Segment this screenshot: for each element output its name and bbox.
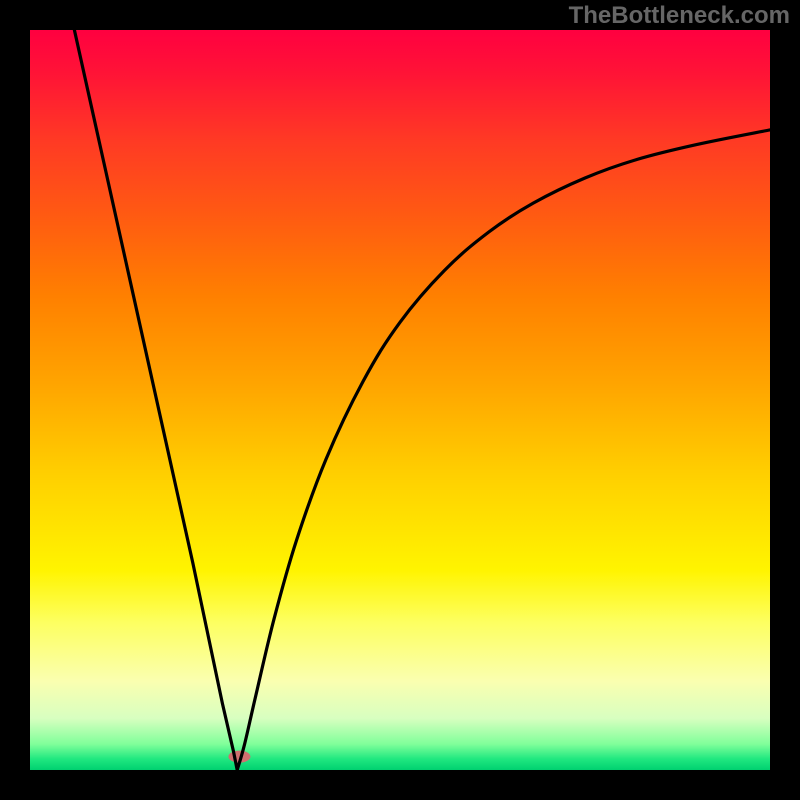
outer-frame: TheBottleneck.com (0, 0, 800, 800)
plot-area (30, 30, 770, 770)
gradient-background (30, 30, 770, 770)
watermark-text: TheBottleneck.com (569, 2, 790, 30)
chart-svg (30, 30, 770, 770)
